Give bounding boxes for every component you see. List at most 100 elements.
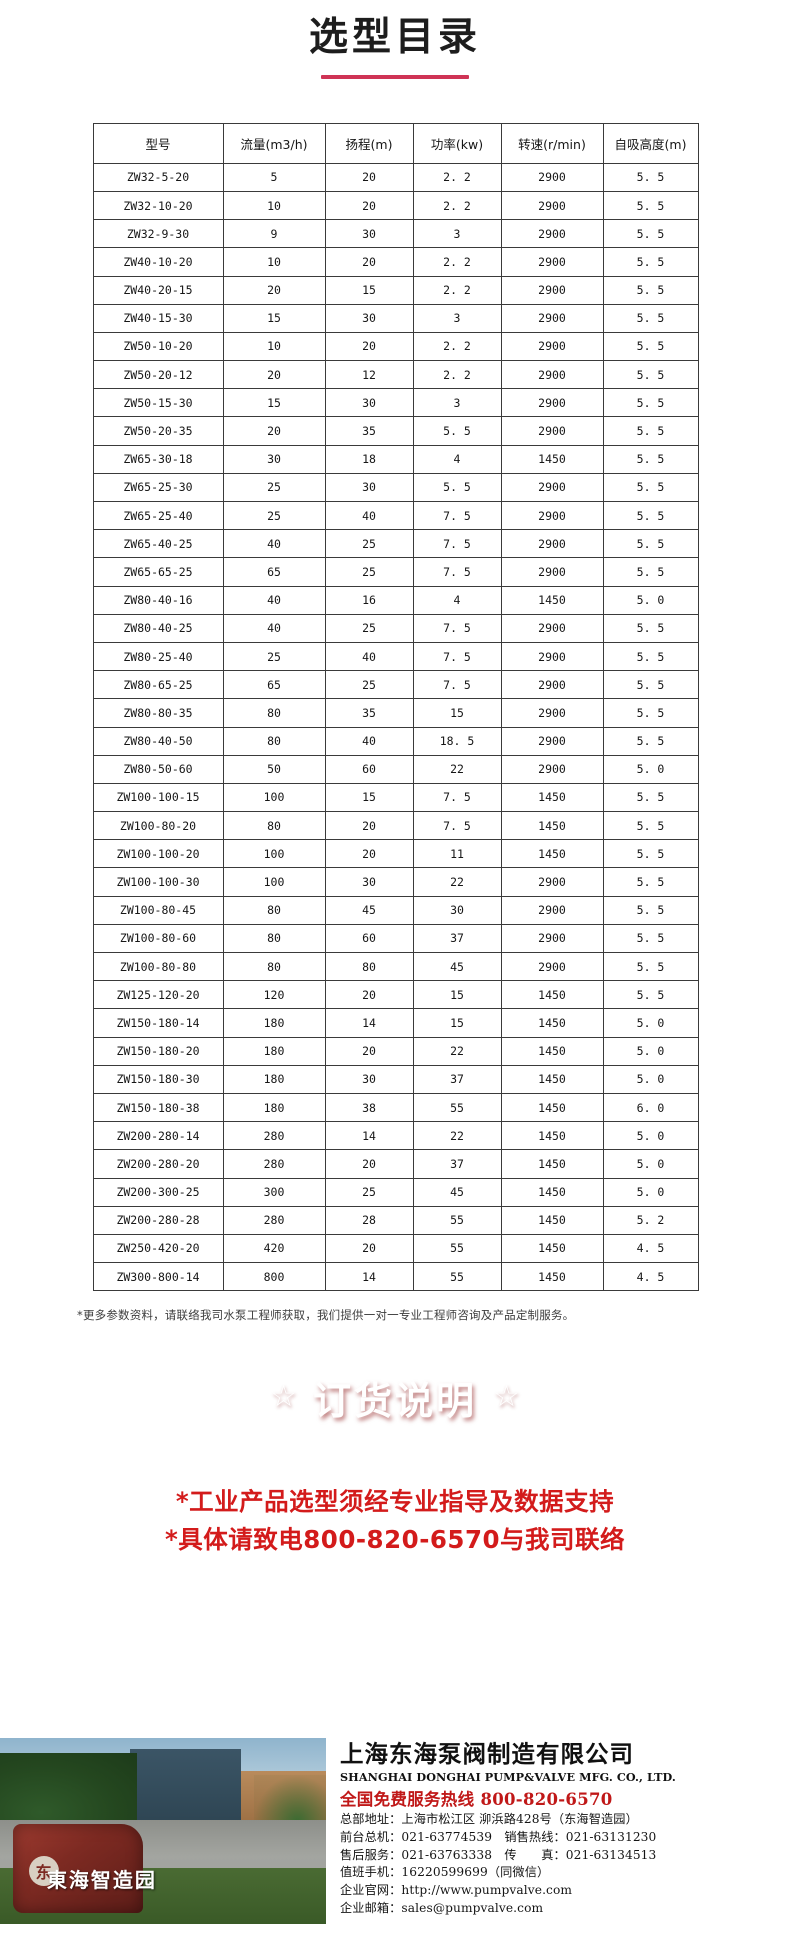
company-name-en: SHANGHAI DONGHAI PUMP&VALVE MFG. CO., LT…	[340, 1770, 676, 1785]
company-footer: 东 東海智造园 上海东海泵阀制造有限公司 SHANGHAI DONGHAI PU…	[0, 1738, 790, 1944]
cell-model: ZW40-15-30	[92, 303, 224, 333]
cell-suction: 5. 5	[602, 388, 699, 418]
cell-flow: 40	[222, 613, 326, 643]
cell-power: 7. 5	[412, 557, 502, 587]
cell-head: 14	[324, 1008, 414, 1038]
cell-speed: 1450	[500, 1149, 604, 1179]
cell-flow: 280	[222, 1149, 326, 1179]
table-row: ZW80-40-25 40 25 7. 5 2900 5. 5	[92, 613, 699, 643]
cell-speed: 2900	[500, 923, 604, 954]
photo-building-a	[130, 1749, 242, 1824]
cell-flow: 10	[222, 247, 326, 277]
cell-power: 15	[412, 698, 502, 728]
cell-model: ZW200-280-14	[92, 1121, 224, 1151]
table-row: ZW200-280-14 280 14 22 1450 5. 0	[92, 1121, 699, 1151]
table-row: ZW100-100-20 100 20 11 1450 5. 5	[92, 839, 699, 869]
table-row: ZW150-180-20 180 20 22 1450 5. 0	[92, 1036, 699, 1066]
cell-suction: 4. 5	[602, 1233, 699, 1264]
cell-flow: 80	[222, 698, 326, 728]
cell-flow: 80	[222, 895, 326, 925]
cell-speed: 2900	[500, 529, 604, 559]
cell-flow: 25	[222, 472, 326, 503]
cell-head: 20	[324, 247, 414, 277]
cell-speed: 2900	[500, 388, 604, 418]
cell-power: 2. 2	[412, 247, 502, 277]
cell-power: 22	[412, 1121, 502, 1151]
cell-power: 2. 2	[412, 360, 502, 390]
cell-head: 25	[324, 670, 414, 700]
cell-power: 37	[412, 1149, 502, 1179]
cell-head: 40	[324, 641, 414, 672]
cell-head: 14	[324, 1262, 414, 1292]
cell-model: ZW80-65-25	[92, 670, 224, 700]
cell-flow: 300	[222, 1177, 326, 1207]
cell-model: ZW100-80-60	[92, 923, 224, 954]
table-row: ZW200-280-28 280 28 55 1450 5. 2	[92, 1205, 699, 1235]
cell-head: 25	[324, 557, 414, 587]
cell-model: ZW80-25-40	[92, 641, 224, 672]
cell-power: 45	[412, 951, 502, 982]
cell-suction: 4. 5	[602, 1262, 699, 1292]
table-row: ZW80-40-16 40 16 4 1450 5. 0	[92, 585, 699, 615]
cell-suction: 5. 5	[602, 951, 699, 982]
table-row: ZW250-420-20 420 20 55 1450 4. 5	[92, 1233, 699, 1264]
cell-head: 35	[324, 698, 414, 728]
cell-head: 12	[324, 360, 414, 390]
cell-flow: 25	[222, 641, 326, 672]
cell-power: 18. 5	[412, 726, 502, 756]
cell-suction: 5. 5	[602, 670, 699, 700]
cell-flow: 10	[222, 331, 326, 362]
order-instructions-banner: ☆ 订货说明 ☆	[0, 1353, 790, 1441]
cell-suction: 5. 5	[602, 275, 699, 305]
cell-head: 25	[324, 613, 414, 643]
cell-flow: 40	[222, 585, 326, 615]
table-row: ZW150-180-14 180 14 15 1450 5. 0	[92, 1008, 699, 1038]
company-emblem-icon: 东	[28, 1856, 59, 1887]
cell-power: 22	[412, 754, 502, 784]
cell-suction: 5. 5	[602, 162, 699, 192]
cell-head: 30	[324, 388, 414, 418]
cell-head: 38	[324, 1092, 414, 1123]
cell-suction: 5. 0	[602, 1036, 699, 1066]
stone-inscription: 東海智造园	[46, 1868, 157, 1893]
cell-model: ZW80-40-16	[92, 585, 224, 615]
table-row: ZW32-9-30 9 30 3 2900 5. 5	[92, 219, 699, 249]
banner-inner: ☆ 订货说明 ☆	[270, 1370, 520, 1425]
cell-power: 2. 2	[412, 162, 502, 192]
table-row: ZW40-15-30 15 30 3 2900 5. 5	[92, 303, 699, 333]
cell-speed: 2900	[500, 190, 604, 221]
column-header-model: 型号	[92, 122, 224, 164]
cell-speed: 2900	[500, 726, 604, 756]
cell-speed: 2900	[500, 754, 604, 784]
cell-power: 2. 2	[412, 331, 502, 362]
cell-model: ZW40-20-15	[92, 275, 224, 305]
cell-speed: 2900	[500, 219, 604, 249]
cell-suction: 5. 5	[602, 331, 699, 362]
table-row: ZW65-25-30 25 30 5. 5 2900 5. 5	[92, 472, 699, 503]
cell-suction: 5. 5	[602, 557, 699, 587]
cell-speed: 1450	[500, 1092, 604, 1123]
column-header-flow: 流量(m3/h)	[222, 122, 326, 164]
table-row: ZW150-180-38 180 38 55 1450 6. 0	[92, 1092, 699, 1123]
cell-model: ZW80-40-25	[92, 613, 224, 643]
table-row: ZW40-10-20 10 20 2. 2 2900 5. 5	[92, 247, 699, 277]
cell-head: 60	[324, 754, 414, 784]
table-row: ZW200-300-25 300 25 45 1450 5. 0	[92, 1177, 699, 1207]
cell-model: ZW65-25-30	[92, 472, 224, 503]
cell-speed: 1450	[500, 811, 604, 841]
cell-model: ZW100-80-45	[92, 895, 224, 925]
cell-flow: 20	[222, 416, 326, 446]
cell-speed: 2900	[500, 500, 604, 531]
cell-power: 30	[412, 895, 502, 925]
cell-flow: 65	[222, 557, 326, 587]
table-row: ZW80-25-40 25 40 7. 5 2900 5. 5	[92, 641, 699, 672]
cell-model: ZW200-280-28	[92, 1205, 224, 1235]
cell-model: ZW50-20-12	[92, 360, 224, 390]
cell-head: 18	[324, 444, 414, 474]
cell-flow: 800	[222, 1262, 326, 1292]
cell-suction: 5. 5	[602, 867, 699, 897]
cell-power: 7. 5	[412, 613, 502, 643]
cell-speed: 2900	[500, 331, 604, 362]
cell-speed: 2900	[500, 951, 604, 982]
table-row: ZW32-10-20 10 20 2. 2 2900 5. 5	[92, 190, 699, 221]
